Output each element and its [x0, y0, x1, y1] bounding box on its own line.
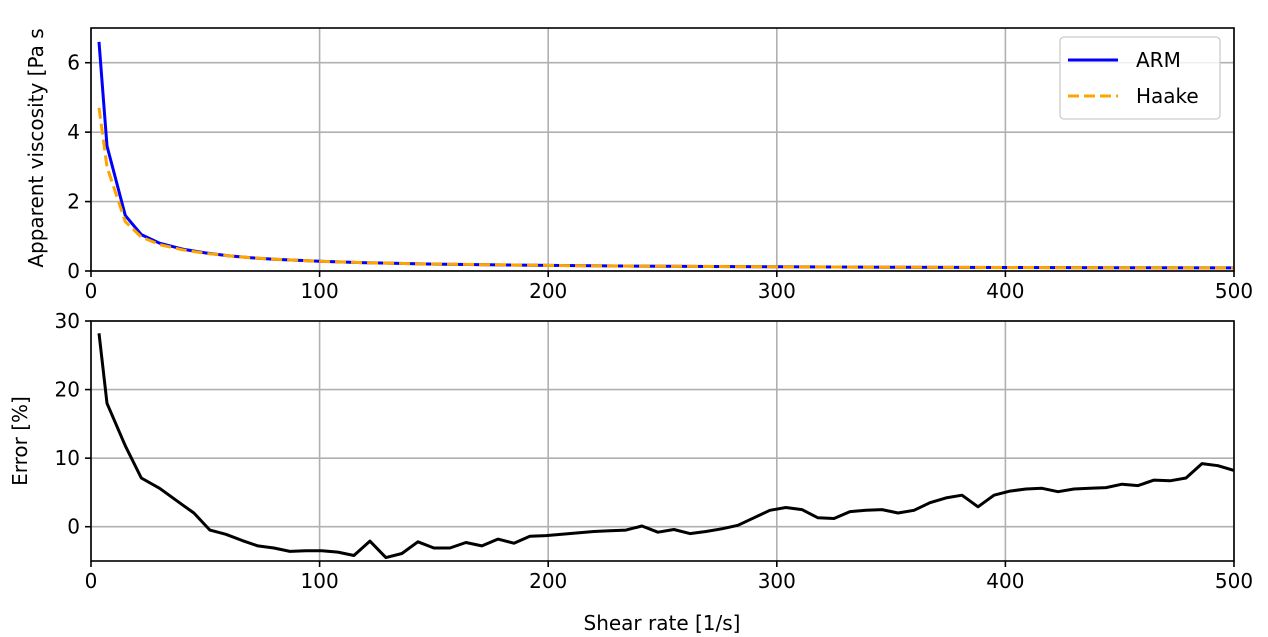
- viscosity-series: [97, 41, 1234, 270]
- viscosity-axes-frame: [90, 27, 1235, 272]
- viscosity-x-tick-label-1: 100: [301, 279, 339, 303]
- viscosity-y-tick-label-2: 4: [67, 120, 80, 144]
- error-x-tick-label-1: 100: [301, 569, 339, 593]
- error-x-tick-label-4: 400: [986, 569, 1024, 593]
- viscosity-ticks: 0 100 200 300 400 500 0 2 4 6: [67, 51, 1253, 303]
- error-x-tick-label-3: 300: [758, 569, 796, 593]
- viscosity-x-tick-label-3: 300: [758, 279, 796, 303]
- error-ticks: 0 100 200 300 400 500 0 10 20 30: [55, 309, 1254, 593]
- legend-label-arm: ARM: [1136, 48, 1181, 72]
- legend-label-haake: Haake: [1136, 84, 1199, 108]
- error-x-tick-label-2: 200: [529, 569, 567, 593]
- legend: ARM Haake: [1059, 36, 1221, 120]
- viscosity-y-tick-label-3: 6: [67, 51, 80, 75]
- viscosity-x-tick-label-2: 200: [529, 279, 567, 303]
- viscosity-series-line-haake: [97, 107, 1234, 270]
- error-x-tick-label-5: 500: [1215, 569, 1253, 593]
- error-axes-frame: [90, 320, 1235, 562]
- error-x-tick-label-0: 0: [85, 569, 98, 593]
- viscosity-y-tick-label-1: 2: [67, 190, 80, 214]
- error-y-tick-label-0: 0: [67, 515, 80, 539]
- error-y-tick-label-2: 20: [55, 378, 80, 402]
- viscosity-x-tick-label-0: 0: [85, 279, 98, 303]
- viscosity-x-tick-label-5: 500: [1215, 279, 1253, 303]
- viscosity-x-tick-label-4: 400: [986, 279, 1024, 303]
- error-panel: 0 100 200 300 400 500 0 10 20 30 Error [%] Shear …: [8, 309, 1253, 635]
- x-axis-label: Shear rate [1/s]: [584, 611, 741, 635]
- error-series: [97, 333, 1234, 560]
- error-y-tick-label-1: 10: [55, 446, 80, 470]
- error-y-tick-label-3: 30: [55, 309, 80, 333]
- legend-box: [1059, 36, 1221, 120]
- viscosity-y-axis-label: Apparent viscosity [Pa s: [24, 28, 48, 267]
- error-y-axis-label: Error [%]: [8, 396, 32, 486]
- viscosity-panel: 0 100 200 300 400 500 0 2 4 6 Apparent viscosity …: [24, 27, 1253, 303]
- error-series-line-error: [97, 333, 1234, 560]
- viscosity-y-tick-label-0: 0: [67, 259, 80, 283]
